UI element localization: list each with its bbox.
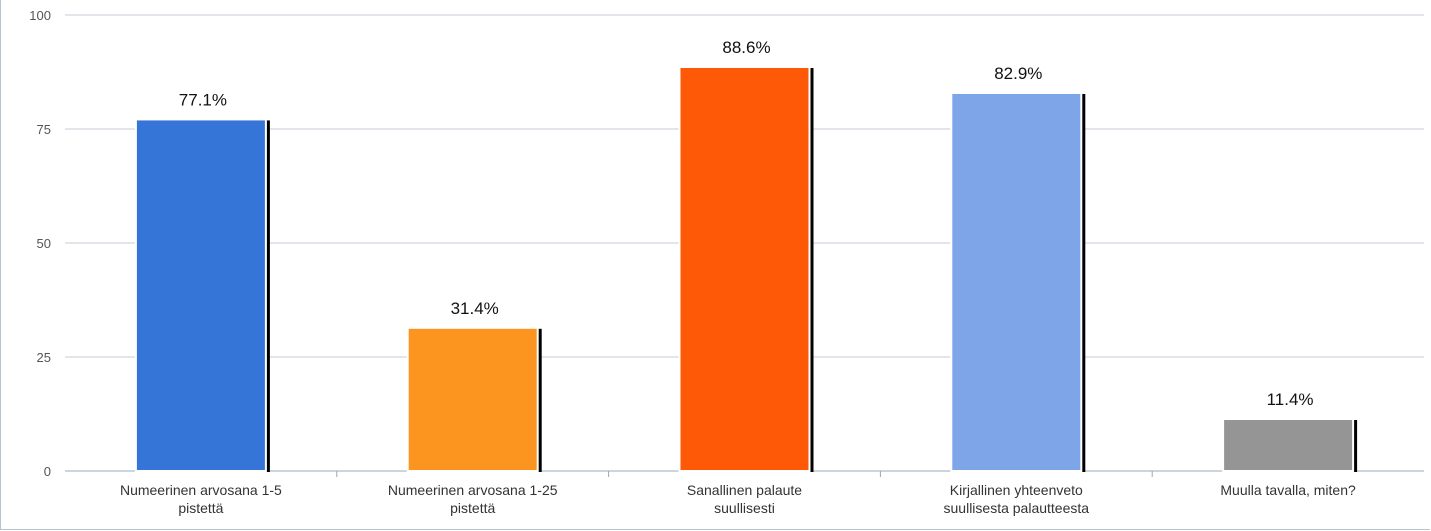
data-label: 82.9% [994,64,1042,83]
x-category-label: Numeerinen arvosana 1-5 [120,482,282,498]
x-category-label: pistettä [450,500,495,516]
y-tick-label: 50 [37,236,51,251]
x-category-label: Sanallinen palaute [687,482,802,498]
bar [678,65,811,472]
y-tick-label: 75 [37,122,51,137]
data-label: 77.1% [179,90,227,109]
y-tick-label: 25 [37,350,51,365]
x-category-label: suullisesti [714,500,775,516]
y-axis-ticks: 0 25 50 75 100 [29,8,51,479]
data-label: 31.4% [451,299,499,318]
y-tick-label: 100 [29,8,51,23]
x-category-label: Numeerinen arvosana 1-25 [388,482,558,498]
x-category-label: pistettä [178,500,223,516]
bar [406,326,539,473]
data-labels: 77.1% 31.4% 88.6% 82.9% 11.4% [179,38,1314,409]
data-label: 88.6% [722,38,770,57]
bars [134,65,1358,473]
data-label: 11.4% [1267,390,1314,409]
y-tick-label: 0 [44,464,51,479]
bar [134,118,267,472]
bar [950,91,1083,472]
bar [1222,418,1355,472]
x-axis-categories: Numeerinen arvosana 1-5 pistettä Numeerine… [120,482,1356,516]
x-category-label: suullisesta palautteesta [944,500,1090,516]
x-category-label: Kirjallinen yhteenveto [950,482,1083,498]
x-category-label: Muulla tavalla, miten? [1220,482,1356,498]
